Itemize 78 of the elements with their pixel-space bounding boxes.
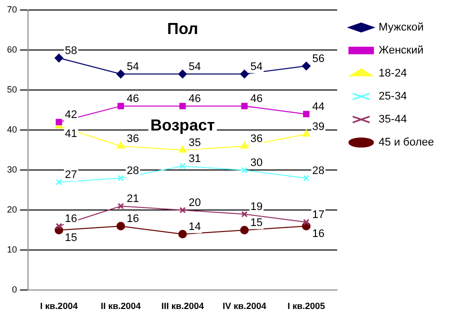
data-label: 54 — [126, 61, 140, 74]
y-tick-label: 70 — [6, 4, 18, 14]
point — [179, 206, 186, 214]
x-tick-label: III кв.2004 — [161, 301, 204, 312]
data-label: 31 — [188, 153, 201, 166]
point — [241, 102, 248, 110]
data-label: 46 — [126, 93, 140, 106]
data-label: 44 — [312, 101, 325, 114]
data-label: 20 — [188, 197, 201, 210]
y-tick-label: 20 — [6, 204, 18, 215]
point — [178, 70, 187, 78]
legend-label: 45 и более — [378, 136, 434, 149]
data-label: 56 — [312, 53, 325, 66]
data-label: 30 — [250, 157, 263, 170]
x-tick-label: I кв.2005 — [287, 301, 326, 312]
data-label: 54 — [250, 61, 263, 74]
point — [116, 142, 125, 149]
legend-label: Мужской — [378, 22, 424, 34]
data-label: 17 — [312, 209, 325, 222]
y-tick-label: 0 — [12, 284, 18, 295]
data-label: 36 — [126, 133, 140, 146]
point — [240, 226, 249, 234]
data-label: 41 — [64, 128, 78, 140]
point — [118, 102, 124, 110]
annotation: Пол — [167, 21, 198, 38]
data-label: 16 — [312, 228, 325, 240]
point — [116, 70, 126, 78]
data-label: 42 — [64, 109, 78, 122]
legend-label: 25-34 — [378, 90, 407, 103]
x-tick-label: IV кв.2004 — [222, 301, 266, 312]
data-label: 15 — [250, 217, 263, 230]
point — [178, 146, 186, 153]
point — [303, 110, 310, 118]
point — [118, 174, 124, 182]
data-label: 16 — [126, 213, 140, 226]
legend-label: 18-24 — [378, 68, 407, 80]
point — [303, 174, 310, 182]
point — [56, 222, 62, 230]
point — [240, 70, 249, 78]
x-tick-label: I кв.2004 — [40, 301, 78, 312]
point — [302, 62, 311, 70]
y-tick-label: 60 — [6, 44, 18, 55]
data-label: 16 — [64, 213, 78, 226]
point — [56, 178, 62, 186]
point — [179, 162, 186, 170]
data-label: 19 — [250, 201, 263, 214]
data-label: 28 — [126, 165, 140, 178]
point — [178, 230, 187, 238]
y-tick-label: 50 — [6, 84, 18, 95]
point — [303, 218, 310, 226]
point — [241, 210, 248, 218]
legend-label: 35-44 — [378, 114, 407, 126]
y-tick-label: 30 — [6, 164, 18, 175]
point — [56, 118, 62, 126]
data-label: 35 — [188, 137, 201, 150]
data-label: 21 — [126, 193, 140, 206]
point — [240, 142, 248, 149]
y-tick-label: 40 — [6, 124, 18, 135]
y-tick-label: 10 — [6, 244, 18, 255]
point — [54, 54, 64, 62]
data-label: 28 — [312, 165, 325, 178]
data-label: 15 — [64, 232, 78, 244]
data-label: 46 — [250, 93, 263, 106]
legend-label: Женский — [378, 44, 424, 57]
point — [116, 222, 126, 230]
data-label: 58 — [64, 45, 78, 58]
annotation: Возраст — [150, 117, 215, 134]
point — [179, 102, 186, 110]
data-label: 14 — [188, 221, 201, 234]
point — [302, 130, 310, 137]
data-label: 27 — [64, 169, 78, 182]
data-label: 46 — [188, 93, 201, 106]
point — [241, 166, 248, 174]
data-label: 36 — [250, 133, 263, 146]
x-tick-label: II кв.2004 — [100, 301, 141, 312]
data-label: 39 — [312, 121, 325, 134]
point — [118, 202, 124, 210]
data-label: 54 — [188, 61, 201, 74]
